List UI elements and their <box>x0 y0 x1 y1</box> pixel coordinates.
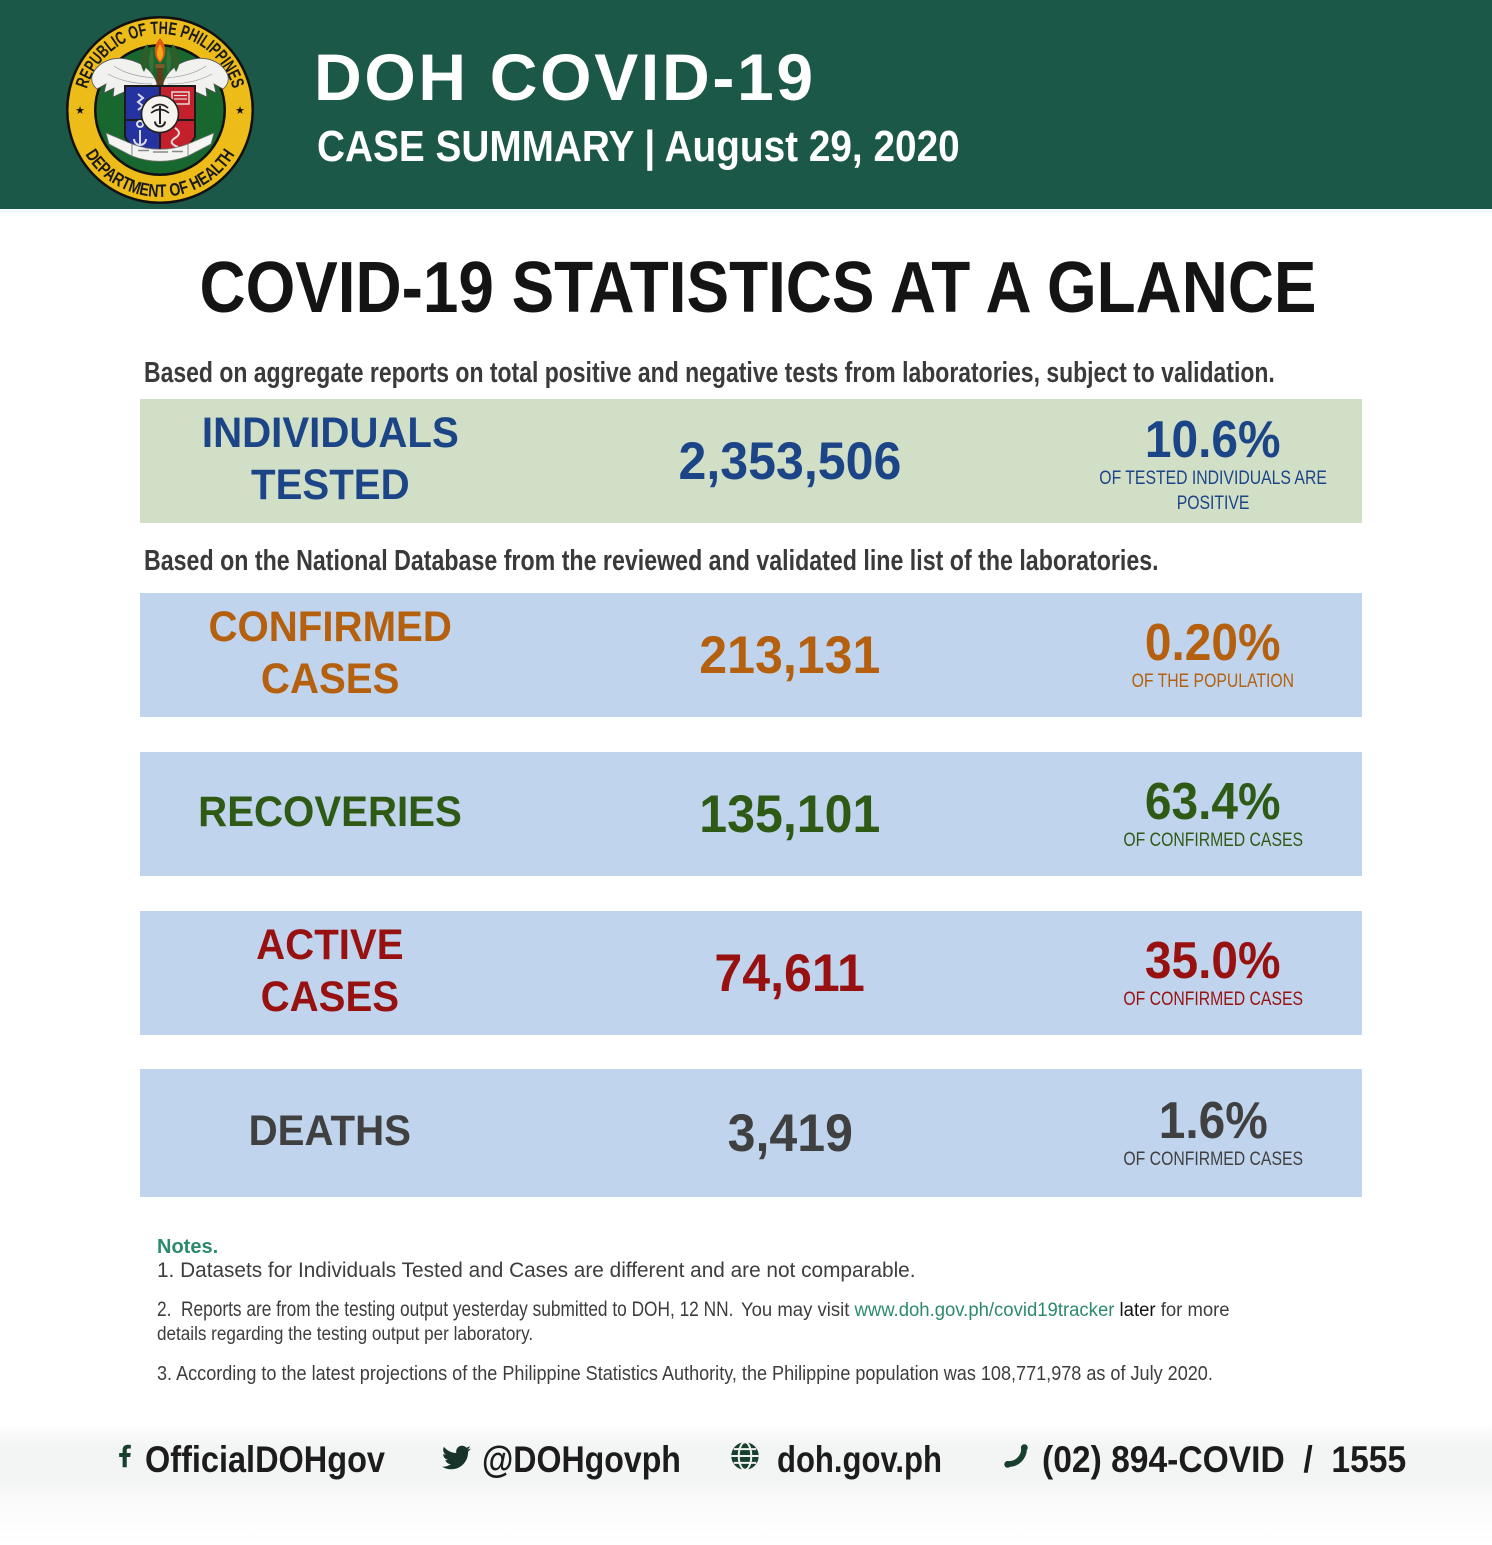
svg-text:★: ★ <box>235 105 245 117</box>
svg-text:★: ★ <box>75 105 85 117</box>
